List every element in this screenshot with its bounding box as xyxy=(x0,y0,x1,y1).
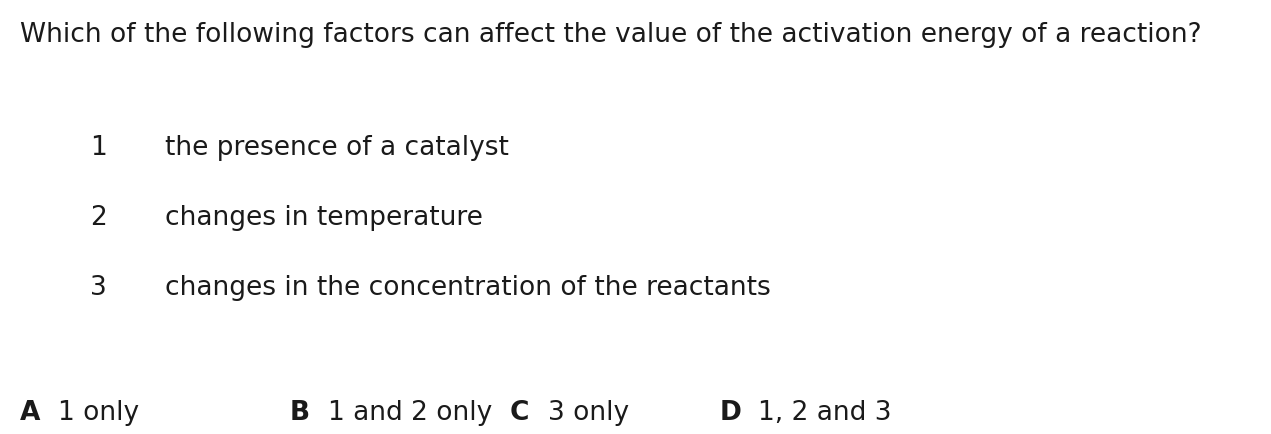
Text: 2: 2 xyxy=(90,204,107,230)
Text: 3 only: 3 only xyxy=(548,399,629,425)
Text: B: B xyxy=(290,399,310,425)
Text: 3: 3 xyxy=(90,274,107,300)
Text: 1, 2 and 3: 1, 2 and 3 xyxy=(758,399,891,425)
Text: changes in the concentration of the reactants: changes in the concentration of the reac… xyxy=(165,274,770,300)
Text: Which of the following factors can affect the value of the activation energy of : Which of the following factors can affec… xyxy=(20,22,1201,48)
Text: the presence of a catalyst: the presence of a catalyst xyxy=(165,135,508,161)
Text: 1 only: 1 only xyxy=(58,399,139,425)
Text: changes in temperature: changes in temperature xyxy=(165,204,483,230)
Text: C: C xyxy=(510,399,530,425)
Text: 1 and 2 only: 1 and 2 only xyxy=(328,399,492,425)
Text: D: D xyxy=(719,399,742,425)
Text: A: A xyxy=(20,399,41,425)
Text: 1: 1 xyxy=(90,135,107,161)
